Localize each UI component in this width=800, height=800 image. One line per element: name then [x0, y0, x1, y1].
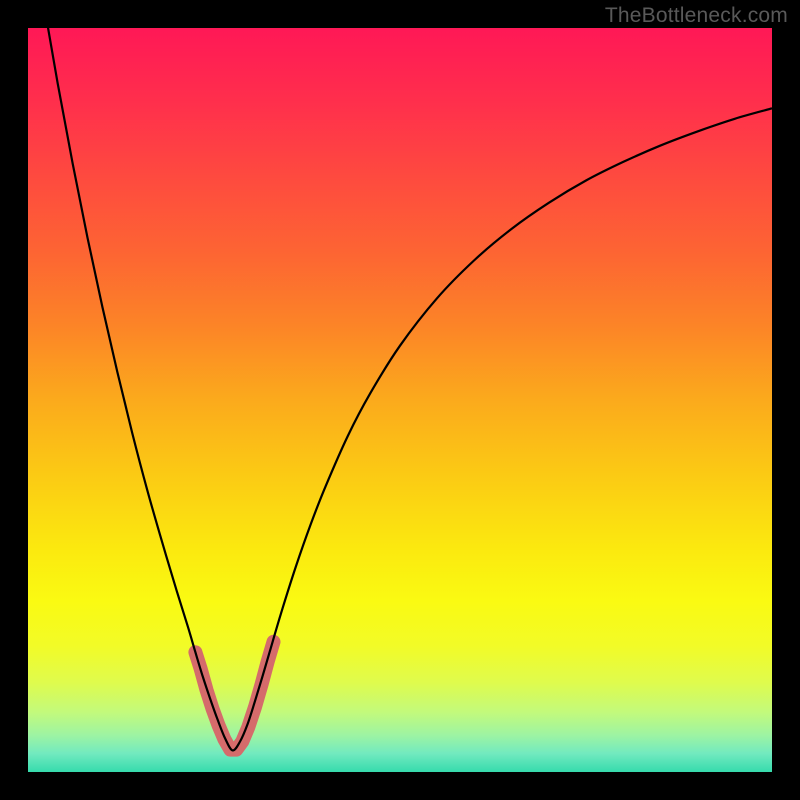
- watermark: TheBottleneck.com: [605, 4, 788, 28]
- chart-svg: [28, 28, 772, 772]
- chart-plot-area: [28, 28, 772, 772]
- chart-background: [28, 28, 772, 772]
